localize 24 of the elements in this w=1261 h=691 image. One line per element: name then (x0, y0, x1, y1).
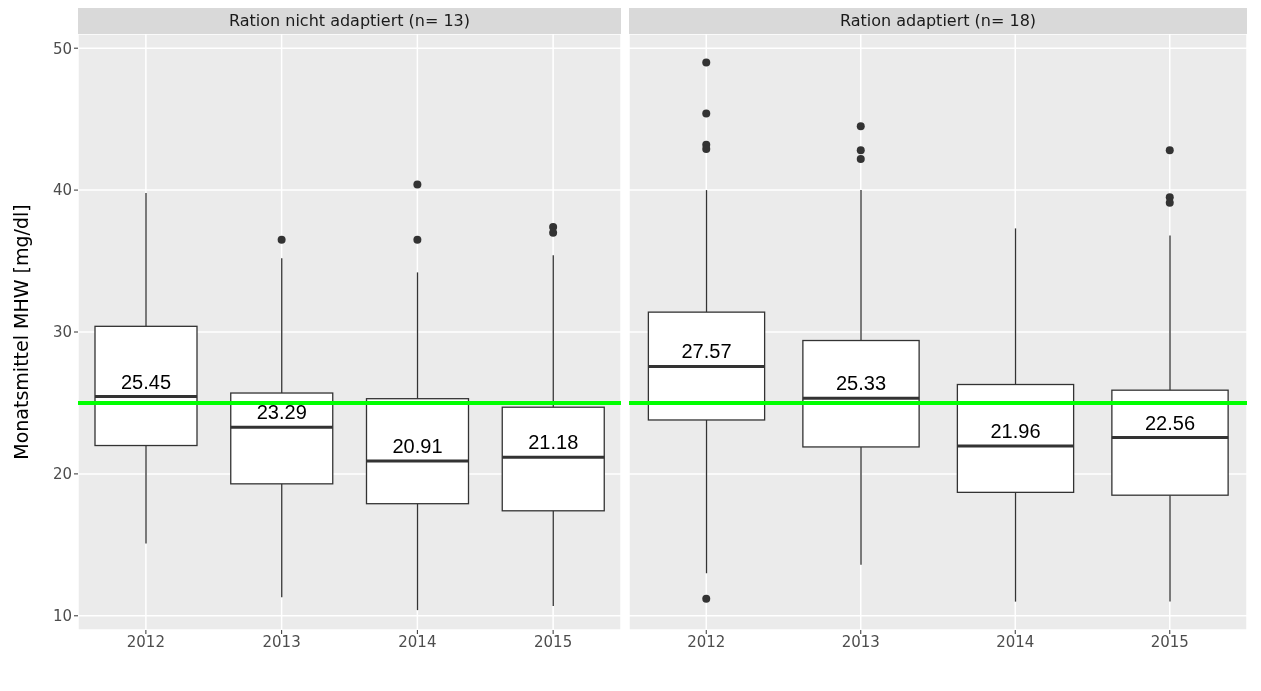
x-tick-label: 2012 (126, 632, 165, 651)
y-tick-label: 50 (52, 39, 72, 58)
annotation: 27.57 (681, 340, 732, 363)
annotation: 21.18 (528, 431, 579, 454)
chart-title: Ration nicht adaptiert (n= 13) (78, 8, 621, 34)
x-tick-label: 2014 (996, 632, 1035, 651)
x-tick-label: 2015 (534, 632, 573, 651)
annotation: 25.33 (835, 372, 887, 395)
annotation: 22.56 (1144, 411, 1196, 434)
x-tick-label: 2014 (398, 632, 437, 651)
chart-title: Ration adaptiert (n= 18) (629, 8, 1247, 34)
y-tick-label: 10 (52, 607, 72, 626)
annotation: 25.45 (120, 370, 172, 393)
x-tick-label: 2015 (1150, 632, 1189, 651)
annotation: 20.91 (392, 434, 443, 457)
x-tick-label: 2012 (687, 632, 726, 651)
y-tick-label: 20 (52, 465, 72, 484)
y-axis-title: Monatsmittel MHW [mg/dl] (10, 204, 32, 460)
annotation: 21.96 (990, 420, 1041, 443)
x-tick-label: 2013 (841, 632, 880, 651)
y-tick-label: 40 (52, 181, 72, 200)
annotation: 23.29 (256, 401, 307, 424)
x-tick-label: 2013 (262, 632, 301, 651)
y-tick-label: 30 (52, 323, 72, 342)
